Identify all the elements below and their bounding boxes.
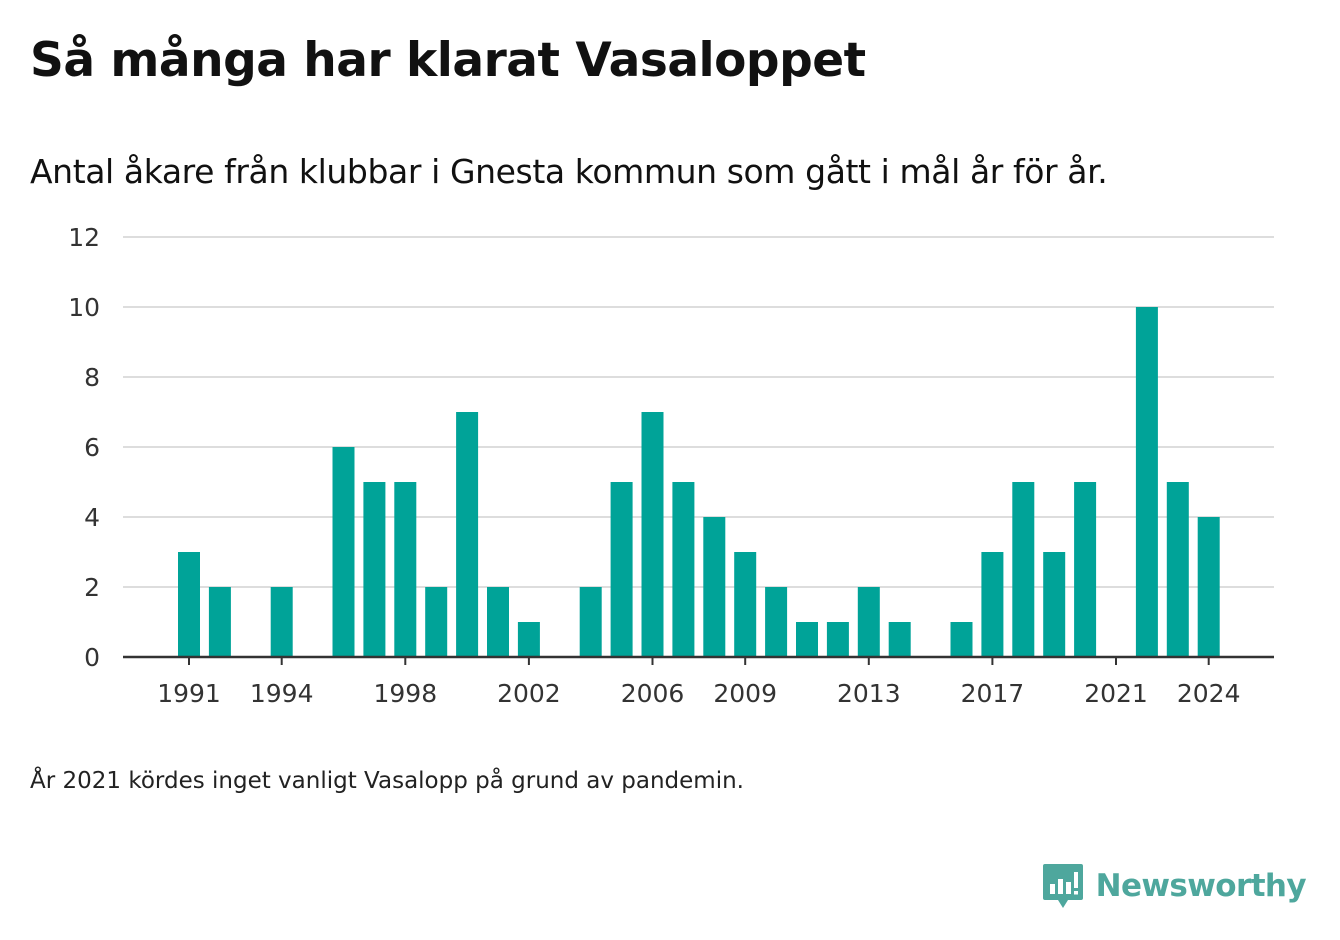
y-tick-label: 10 [68, 293, 100, 322]
y-tick-label: 6 [84, 433, 100, 462]
bar [332, 447, 355, 657]
bar [270, 587, 293, 657]
bar [641, 412, 664, 657]
y-tick-label: 2 [84, 573, 100, 602]
bar [1166, 482, 1189, 657]
bar [363, 482, 386, 657]
bar [425, 587, 448, 657]
bar [178, 552, 200, 657]
bar [888, 622, 911, 657]
bar [1135, 307, 1158, 657]
bar [857, 587, 880, 657]
x-tick-label: 1991 [157, 679, 221, 708]
x-tick-label: 2024 [1177, 679, 1241, 708]
x-tick-label: 2021 [1084, 679, 1148, 708]
bar [826, 622, 849, 657]
bar [765, 587, 788, 657]
y-tick-label: 0 [84, 643, 100, 672]
bar [394, 482, 417, 657]
bar [672, 482, 695, 657]
bar [734, 552, 757, 657]
bar [517, 622, 540, 657]
chart-subtitle: Antal åkare från klubbar i Gnesta kommun… [30, 152, 1108, 191]
bar [950, 622, 973, 657]
bar [1043, 552, 1066, 657]
bar [703, 517, 726, 657]
x-tick-label: 2009 [713, 679, 777, 708]
bar [487, 587, 509, 657]
bar [208, 587, 231, 657]
chart-title: Så många har klarat Vasaloppet [30, 33, 866, 88]
bar [796, 622, 818, 657]
x-tick-label: 1998 [373, 679, 437, 708]
brand-logo: Newsworthy [1042, 862, 1307, 910]
bar-chart: 0 2 4 6 8 10 12 1991 1994 1998 2002 2006 2009 2013 201… [68, 223, 1274, 708]
y-tick-label: 8 [84, 363, 100, 392]
x-tick-label: 1994 [250, 679, 314, 708]
y-tick-label: 12 [68, 223, 100, 252]
bar [610, 482, 633, 657]
x-tick-label: 2013 [837, 679, 901, 708]
x-tick-label: 2002 [497, 679, 561, 708]
x-tick-label: 2006 [621, 679, 685, 708]
bar [456, 412, 479, 657]
bar [1197, 517, 1220, 657]
newsworthy-logo-icon [1042, 864, 1083, 908]
footnote: År 2021 kördes inget vanligt Vasalopp på… [30, 768, 744, 794]
bar [1012, 482, 1035, 657]
bar [1074, 482, 1097, 657]
y-tick-label: 4 [84, 503, 100, 532]
brand-name: Newsworthy [1095, 868, 1307, 904]
bar [981, 552, 1004, 657]
x-tick-label: 2017 [961, 679, 1025, 708]
bar [579, 587, 602, 657]
